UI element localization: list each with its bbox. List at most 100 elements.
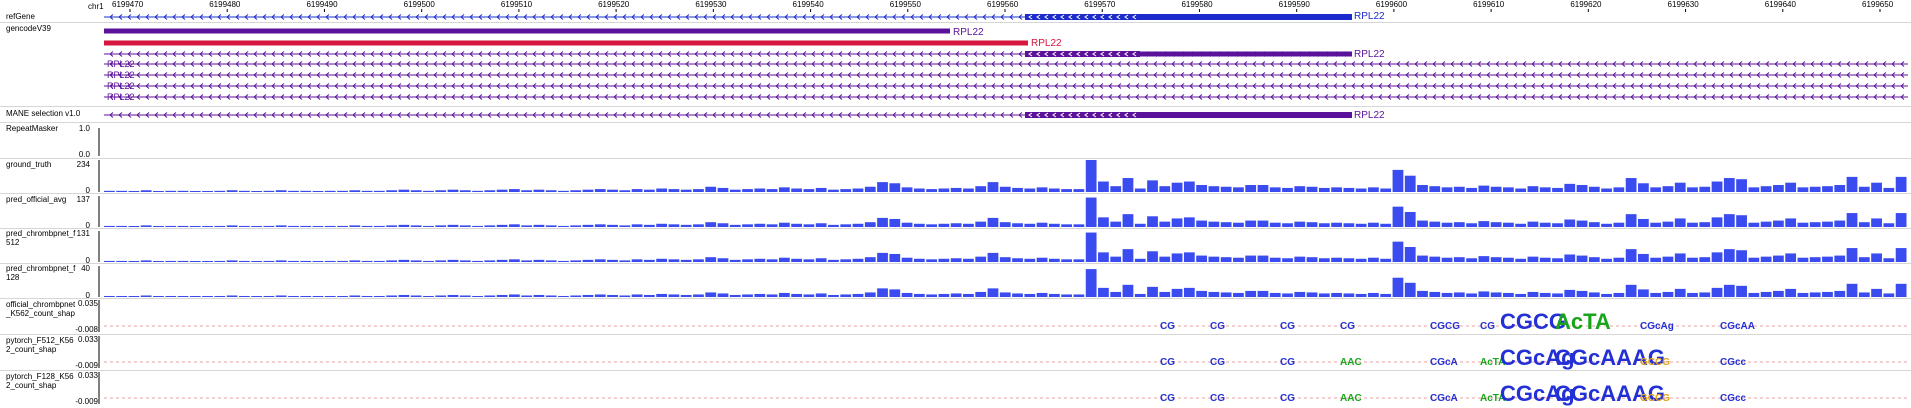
gencode-stacked-transcript-1-arrow xyxy=(271,61,276,67)
pred-official-bar xyxy=(1871,218,1882,227)
ground-truth-bar xyxy=(1036,187,1048,192)
track-label-pytorch-128-shap[interactable]: pytorch_F128_K56 2_count_shap xyxy=(6,372,74,390)
gencode-stacked-transcript-4-arrow xyxy=(1531,94,1536,100)
pred-official-bar xyxy=(1024,223,1036,227)
refgene-intron-arrow xyxy=(397,14,402,20)
gencode-stacked-transcript-1-arrow xyxy=(1477,61,1482,67)
gencode-stacked-transcript-1-arrow xyxy=(721,61,726,67)
gencode-stacked-transcript-2-arrow xyxy=(271,72,276,78)
mane-intron-arrow xyxy=(685,112,690,118)
pred-128-bar xyxy=(251,296,263,297)
gencode-gene-label-1[interactable]: RPL22 xyxy=(953,27,984,38)
gencode-stacked-transcript-3-arrow xyxy=(1288,83,1293,89)
gencode-stacked-transcript-4-arrow xyxy=(1522,94,1527,100)
track-label-pred-chrombpnet-128[interactable]: pred_chrombpnet_f 128 xyxy=(6,264,76,282)
ground-truth-bar xyxy=(1478,185,1490,192)
gencode-intron-3-arrow xyxy=(163,51,168,57)
gencode-stacked-transcript-1-arrow xyxy=(577,61,582,67)
pred-512-bar xyxy=(1625,249,1637,262)
mane-intron-arrow xyxy=(217,112,222,118)
gencode-stacked-transcript-4-arrow xyxy=(1513,94,1518,100)
mane-intron-arrow xyxy=(199,112,204,118)
gencode-stacked-transcript-4-arrow xyxy=(892,94,897,100)
gencode-stacked-transcript-1-arrow xyxy=(928,61,933,67)
gencode-intron-3-arrow xyxy=(973,51,978,57)
gencode-stacked-transcript-1-arrow xyxy=(1756,61,1761,67)
ground-truth-bar xyxy=(1797,187,1809,192)
gencode-stacked-transcript-4-arrow xyxy=(1486,94,1491,100)
gencode-stacked-transcript-3-arrow xyxy=(1459,83,1464,89)
refgene-gene-label[interactable]: RPL22 xyxy=(1354,11,1385,22)
gencode-stacked-transcript-4-arrow xyxy=(1801,94,1806,100)
mane-exon-arrowed-arrow xyxy=(1052,112,1057,118)
track-label-repeatmasker[interactable]: RepeatMasker xyxy=(6,124,59,133)
track-label-ground-truth[interactable]: ground_truth xyxy=(6,160,52,169)
gencode-stacked-transcript-3-arrow xyxy=(1450,83,1455,89)
pred-128-bar xyxy=(1760,291,1772,297)
gencode-stacked-transcript-3-arrow xyxy=(1216,83,1221,89)
track-label-official-shap[interactable]: official_chrombpnet _K562_count_shap xyxy=(6,300,76,318)
pred-512-bar xyxy=(300,260,312,262)
gencode-stacked-transcript-3-arrow xyxy=(1603,83,1608,89)
gencode-stacked-transcript-2-arrow xyxy=(1414,72,1419,78)
mane-intron-arrow xyxy=(541,112,546,118)
gencode-stacked-transcript-1-arrow xyxy=(1126,61,1131,67)
gencode-stacked-transcript-1-arrow xyxy=(1099,61,1104,67)
gencode-stacked-transcript-3-arrow xyxy=(109,83,114,89)
pred-512-bar xyxy=(913,258,925,262)
gencode-intron-3-arrow xyxy=(127,51,132,57)
pred-official-bar xyxy=(950,223,962,227)
gencode-stacked-transcript-1-arrow xyxy=(1666,61,1671,67)
ground-truth-bar xyxy=(226,190,238,192)
ground-truth-bar xyxy=(1466,187,1477,192)
gencode-stacked-transcript-4-arrow xyxy=(1639,94,1644,100)
refgene-intron-arrow xyxy=(280,14,285,20)
track-label-gencode[interactable]: gencodeV39 xyxy=(6,24,51,33)
gencode-stacked-transcript-4-arrow xyxy=(937,94,942,100)
gencode-gene-label-2[interactable]: RPL22 xyxy=(1031,38,1062,49)
gencode-stacked-transcript-3-arrow xyxy=(829,83,834,89)
gencode-stacked-transcript-4-arrow xyxy=(1252,94,1257,100)
pred-128-bar xyxy=(410,295,422,297)
gencode-stacked-transcript-4-arrow xyxy=(523,94,528,100)
pred-128-bar xyxy=(165,295,177,297)
ground-truth-bar xyxy=(1858,186,1870,192)
track-label-refgene[interactable]: refGene xyxy=(6,12,35,21)
gencode-stacked-transcript-1-arrow xyxy=(1450,61,1455,67)
ground-truth-bar xyxy=(1773,185,1784,192)
refgene-intron-arrow xyxy=(865,14,870,20)
gencode-stacked-transcript-2-arrow xyxy=(694,72,699,78)
gencode-stacked-transcript-3-arrow xyxy=(244,83,249,89)
pred-512-bar xyxy=(975,256,987,262)
mane-intron-arrow xyxy=(352,112,357,118)
pred-512-bar xyxy=(1883,258,1895,262)
track-label-pred-official-avg[interactable]: pred_official_avg xyxy=(6,195,67,204)
gencode-stacked-transcript-3-arrow xyxy=(1072,83,1077,89)
gencode-stacked-transcript-2-arrow xyxy=(154,72,159,78)
gencode-gene-label-3[interactable]: RPL22 xyxy=(1354,49,1385,60)
gencode-stacked-transcript-1-arrow xyxy=(1306,61,1311,67)
shap-letter-group: CG xyxy=(1210,393,1225,404)
gencode-stacked-transcript-1-arrow xyxy=(469,61,474,67)
gencode-stacked-transcript-1-arrow xyxy=(172,61,177,67)
gencode-stacked-transcript-1-arrow xyxy=(1036,61,1041,67)
gencode-stacked-transcript-4-arrow xyxy=(1288,94,1293,100)
ground-truth-bar xyxy=(1883,187,1895,192)
track-label-pred-chrombpnet-512[interactable]: pred_chrombpnet_f 512 xyxy=(6,229,76,247)
track-label-pytorch-512-shap[interactable]: pytorch_F512_K56 2_count_shap xyxy=(6,336,74,354)
gencode-stacked-transcript-2-arrow xyxy=(1477,72,1482,78)
gencode-stacked-transcript-2-arrow xyxy=(991,72,996,78)
gencode-stacked-transcript-3-arrow xyxy=(1225,83,1230,89)
ground-truth-bar xyxy=(1110,186,1122,192)
gencode-stacked-transcript-4-arrow xyxy=(1837,94,1842,100)
pred-128-bar xyxy=(496,294,508,297)
gencode-stacked-transcript-1-arrow xyxy=(820,61,825,67)
pred-512-bar xyxy=(410,260,422,262)
gencode-stacked-transcript-1-arrow xyxy=(235,61,240,67)
refgene-intron-arrow xyxy=(370,14,375,20)
gencode-stacked-transcript-3-arrow xyxy=(1171,83,1176,89)
track-label-mane[interactable]: MANE selection v1.0 xyxy=(6,109,81,118)
mane-gene-label[interactable]: RPL22 xyxy=(1354,110,1385,121)
gencode-stacked-transcript-3-arrow xyxy=(1504,83,1509,89)
